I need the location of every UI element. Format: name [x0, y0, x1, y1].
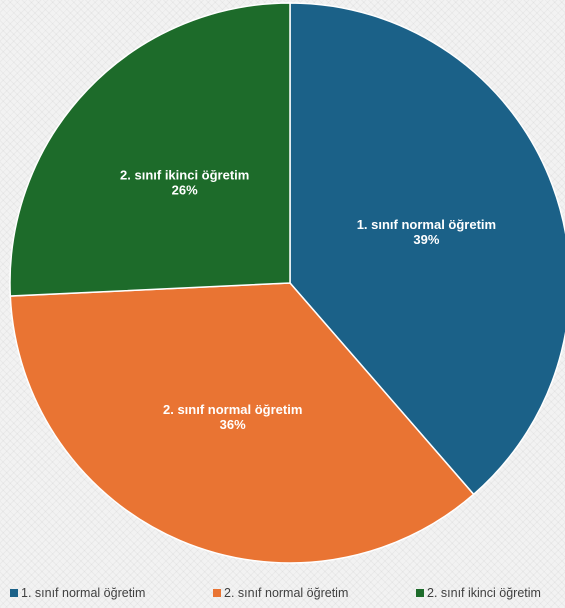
data-label-3: 2. sınıf ikinci öğretim 26%	[120, 168, 249, 198]
pie-slices	[9, 2, 565, 564]
pie-slice-2	[9, 282, 475, 564]
legend-item-3: 2. sınıf ikinci öğretim	[416, 584, 541, 602]
data-label-1: 1. sınıf normal öğretim 39%	[357, 217, 496, 247]
legend-label-1: 1. sınıf normal öğretim	[21, 586, 146, 600]
legend-item-1: 1. sınıf normal öğretim	[10, 584, 145, 602]
pie-slice-3	[9, 2, 291, 297]
legend-swatch-2	[213, 589, 221, 597]
data-label-2: 2. sınıf normal öğretim 36%	[163, 402, 302, 432]
legend-label-2: 2. sınıf normal öğretim	[224, 586, 349, 600]
legend-swatch-1	[10, 589, 18, 597]
legend-item-2: 2. sınıf normal öğretim	[213, 584, 348, 602]
legend-label-3: 2. sınıf ikinci öğretim	[427, 586, 541, 600]
chart-legend: 1. sınıf normal öğretim 2. sınıf normal …	[10, 584, 565, 604]
pie-data-labels: 1. sınıf normal öğretim 39% 2. sınıf norma…	[120, 168, 496, 432]
pie-chart: 1. sınıf normal öğretim 39% 2. sınıf norma…	[9, 2, 565, 564]
pie-slice-1	[289, 2, 565, 496]
legend-swatch-3	[416, 589, 424, 597]
